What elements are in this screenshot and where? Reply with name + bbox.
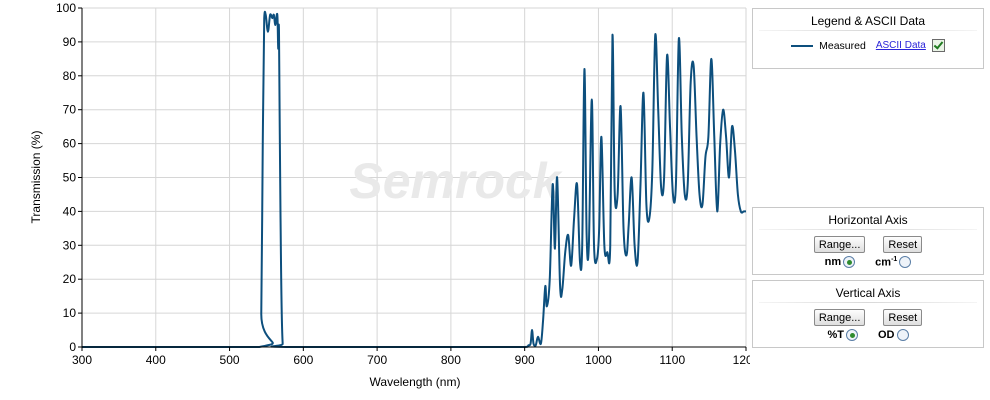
- od-radio[interactable]: [896, 329, 909, 341]
- chart-axes: [78, 7, 747, 351]
- x-tick-label: 600: [293, 353, 313, 367]
- wavenumber-option: cm-1: [875, 256, 912, 269]
- wavenumber-radio[interactable]: [899, 256, 912, 269]
- x-tick-label: 800: [441, 353, 461, 367]
- horizontal-axis-buttons: Range... Reset: [753, 236, 983, 253]
- y-axis-label: Transmission (%): [29, 131, 43, 224]
- nm-radio[interactable]: [843, 256, 856, 269]
- x-tick-label: 700: [367, 353, 387, 367]
- y-tick-label: 10: [63, 306, 77, 320]
- legend-title: Legend & ASCII Data: [810, 14, 926, 28]
- series-group: [81, 10, 746, 349]
- legend-panel: Legend & ASCII Data Measured ASCII Data: [752, 8, 984, 69]
- legend-entry: Measured ASCII Data: [753, 39, 983, 52]
- od-label: OD: [878, 329, 895, 341]
- x-tick-label: 1000: [585, 353, 612, 367]
- wavenumber-label: cm-1: [875, 256, 898, 269]
- horizontal-axis-divider: [759, 229, 977, 230]
- legend-divider: [759, 30, 977, 31]
- percent-t-label: %T: [827, 329, 845, 341]
- legend-series-label: Measured: [819, 39, 866, 52]
- percent-t-option: %T: [827, 329, 858, 341]
- measured-line-swatch: [791, 44, 814, 47]
- y-tick-label: 40: [63, 204, 77, 218]
- percent-t-radio[interactable]: [846, 329, 858, 341]
- y-tick-label: 20: [63, 272, 77, 286]
- horizontal-unit-options: nm cm-1: [753, 256, 983, 269]
- series-line-measured: [81, 10, 746, 349]
- semrock-watermark: Semrock: [349, 153, 562, 209]
- ascii-data-link[interactable]: ASCII Data: [875, 40, 926, 51]
- vertical-unit-options: %T OD: [753, 329, 983, 341]
- y-tick-label: 30: [63, 238, 77, 252]
- vertical-axis-buttons: Range... Reset: [753, 309, 983, 326]
- y-tick-label: 100: [56, 1, 76, 15]
- vertical-axis-divider: [759, 302, 977, 303]
- y-tick-label: 60: [63, 137, 77, 151]
- y-tick-label: 70: [63, 103, 77, 117]
- vertical-range-button[interactable]: Range...: [813, 309, 866, 326]
- vertical-reset-button[interactable]: Reset: [883, 309, 923, 326]
- x-axis-label: Wavelength (nm): [370, 375, 461, 389]
- horizontal-range-button[interactable]: Range...: [813, 236, 866, 253]
- horizontal-reset-button[interactable]: Reset: [883, 236, 923, 253]
- x-tick-label: 900: [515, 353, 535, 367]
- horizontal-axis-panel: Horizontal Axis Range... Reset nm cm-1: [752, 207, 984, 275]
- vertical-axis-panel: Vertical Axis Range... Reset %T OD: [752, 280, 984, 348]
- x-tick-label: 1100: [659, 353, 685, 367]
- y-tick-label: 50: [63, 171, 77, 185]
- od-option: OD: [878, 329, 909, 341]
- horizontal-axis-title: Horizontal Axis: [828, 213, 908, 227]
- nm-option: nm: [824, 256, 856, 269]
- vertical-axis-title: Vertical Axis: [835, 286, 901, 300]
- transmission-chart: Semrock 300 400 500 600 700 800 900 1000 1100 120…: [29, 1, 750, 389]
- nm-label: nm: [824, 256, 842, 269]
- x-tick-label: 300: [72, 353, 92, 367]
- x-tick-label: 400: [146, 353, 166, 367]
- x-tick-label: 500: [220, 353, 240, 367]
- y-tick-label: 80: [63, 69, 77, 83]
- series-visible-checkbox[interactable]: [931, 39, 945, 52]
- y-tick-label: 90: [63, 35, 77, 49]
- y-tick-label: 0: [69, 340, 76, 354]
